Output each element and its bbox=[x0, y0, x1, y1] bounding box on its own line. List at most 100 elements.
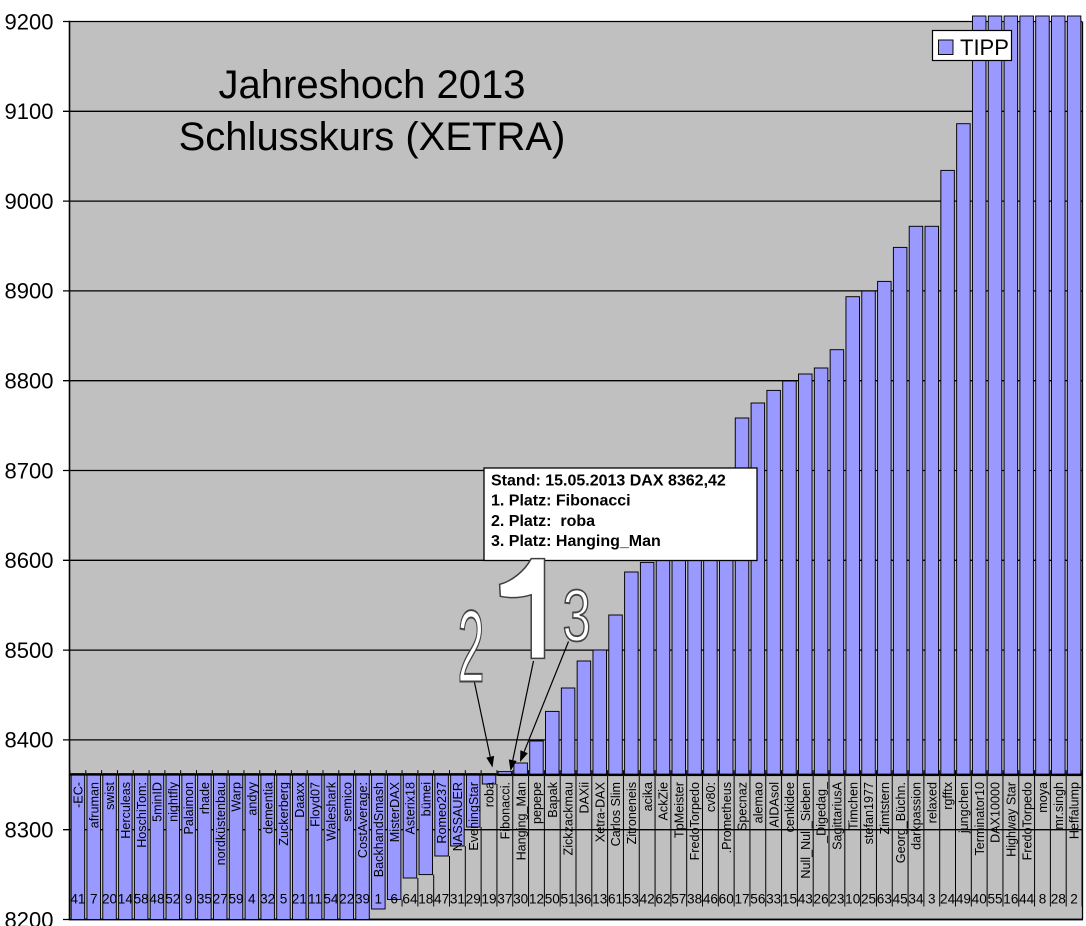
svg-text:Daaxx: Daaxx bbox=[293, 781, 307, 817]
svg-text:Specnaz: Specnaz bbox=[736, 782, 750, 831]
svg-text:Floyd07: Floyd07 bbox=[309, 782, 323, 827]
svg-text:Jahreshoch 2013: Jahreshoch 2013 bbox=[219, 63, 526, 107]
svg-text:57: 57 bbox=[671, 892, 686, 907]
svg-text:63: 63 bbox=[877, 892, 892, 907]
svg-text:54: 54 bbox=[323, 892, 339, 907]
svg-text:afruman: afruman bbox=[87, 782, 101, 828]
svg-text:.Prometheus: .Prometheus bbox=[720, 782, 734, 853]
svg-text:30: 30 bbox=[513, 892, 529, 907]
svg-text:53: 53 bbox=[624, 892, 639, 907]
svg-text:nordküstenbau: nordküstenbau bbox=[214, 782, 228, 865]
svg-text:43: 43 bbox=[798, 892, 813, 907]
svg-text:BackhandSmash: BackhandSmash bbox=[372, 782, 386, 877]
svg-text:SagittariusA: SagittariusA bbox=[831, 781, 845, 850]
svg-text:8: 8 bbox=[1039, 892, 1047, 907]
svg-text:13: 13 bbox=[592, 892, 607, 907]
svg-text:45: 45 bbox=[893, 892, 908, 907]
svg-text:32: 32 bbox=[260, 892, 275, 907]
svg-text:8500: 8500 bbox=[5, 638, 54, 663]
svg-text:Zickzackmau: Zickzackmau bbox=[562, 782, 576, 855]
svg-text:MisterDAX: MisterDAX bbox=[388, 781, 402, 842]
svg-text:8400: 8400 bbox=[5, 728, 54, 753]
svg-text:Xetra-DAX: Xetra-DAX bbox=[593, 781, 607, 842]
svg-text:8600: 8600 bbox=[5, 548, 54, 573]
svg-text:jungchen: jungchen bbox=[957, 782, 971, 834]
svg-text:acika: acika bbox=[641, 782, 655, 811]
svg-text:42: 42 bbox=[640, 892, 655, 907]
svg-text:Zuckerberg: Zuckerberg bbox=[277, 782, 291, 846]
svg-text:50: 50 bbox=[545, 892, 561, 907]
svg-text:3. Platz: Hanging_Man: 3. Platz: Hanging_Man bbox=[491, 533, 661, 550]
svg-text:21: 21 bbox=[292, 892, 307, 907]
svg-text:nightfly: nightfly bbox=[166, 781, 180, 822]
svg-text:23: 23 bbox=[829, 892, 844, 907]
svg-text:60: 60 bbox=[719, 892, 735, 907]
svg-text:47: 47 bbox=[434, 892, 449, 907]
svg-text:relaxed: relaxed bbox=[925, 782, 939, 823]
svg-text:61: 61 bbox=[608, 892, 623, 907]
svg-text:9100: 9100 bbox=[5, 99, 54, 124]
svg-text:51: 51 bbox=[561, 892, 576, 907]
svg-text:Null_Null_Sieben: Null_Null_Sieben bbox=[799, 782, 813, 879]
svg-text:41: 41 bbox=[70, 892, 85, 907]
svg-text:10: 10 bbox=[845, 892, 861, 907]
svg-text:Hanging_Man: Hanging_Man bbox=[514, 782, 528, 860]
svg-text:mr.singh: mr.singh bbox=[1052, 782, 1066, 830]
svg-text:Schlusskurs (XETRA): Schlusskurs (XETRA) bbox=[179, 115, 566, 159]
svg-text:35: 35 bbox=[197, 892, 212, 907]
svg-text:33: 33 bbox=[766, 892, 781, 907]
svg-text:Carlos Slim: Carlos Slim bbox=[609, 782, 623, 846]
svg-text:Heffalump: Heffalump bbox=[1068, 782, 1082, 839]
svg-text:FredoTorpedo: FredoTorpedo bbox=[688, 782, 702, 860]
svg-text:2. Platz: roba: 2. Platz: roba bbox=[491, 513, 595, 530]
svg-text:40: 40 bbox=[972, 892, 988, 907]
svg-text:34: 34 bbox=[908, 892, 924, 907]
svg-text:56: 56 bbox=[750, 892, 765, 907]
svg-text:AIDAsol: AIDAsol bbox=[767, 782, 781, 828]
svg-text:24: 24 bbox=[940, 892, 956, 907]
svg-text:37: 37 bbox=[497, 892, 512, 907]
svg-text:20: 20 bbox=[102, 892, 118, 907]
svg-text:5minID: 5minID bbox=[151, 782, 165, 822]
svg-text:-EC-: -EC- bbox=[72, 782, 86, 808]
svg-text:15: 15 bbox=[782, 892, 797, 907]
svg-text:semico: semico bbox=[340, 782, 354, 822]
svg-text:stefan1977: stefan1977 bbox=[862, 782, 876, 844]
svg-text:cenkidee: cenkidee bbox=[783, 782, 797, 832]
svg-text:22: 22 bbox=[339, 892, 354, 907]
svg-text:Bapak: Bapak bbox=[546, 781, 560, 817]
svg-text:46: 46 bbox=[703, 892, 718, 907]
svg-text:Palaimon: Palaimon bbox=[182, 782, 196, 835]
svg-text:49: 49 bbox=[956, 892, 971, 907]
svg-text:AckZie: AckZie bbox=[657, 782, 671, 821]
svg-text:6: 6 bbox=[390, 892, 398, 907]
svg-text:Waleshark: Waleshark bbox=[325, 781, 339, 841]
svg-text:Zitroneneis: Zitroneneis bbox=[625, 782, 639, 844]
svg-text:38: 38 bbox=[687, 892, 702, 907]
svg-text:dementia: dementia bbox=[261, 782, 275, 834]
svg-text:5: 5 bbox=[280, 892, 288, 907]
svg-text:Terminator10: Terminator10 bbox=[973, 782, 987, 856]
svg-text:3: 3 bbox=[928, 892, 936, 907]
svg-text:Warp: Warp bbox=[230, 782, 244, 812]
svg-text:roba: roba bbox=[483, 782, 497, 807]
svg-text:36: 36 bbox=[576, 892, 591, 907]
svg-text:TIPP: TIPP bbox=[960, 35, 1009, 60]
svg-text:rhade: rhade bbox=[198, 782, 212, 814]
svg-text:DAXii: DAXii bbox=[578, 782, 592, 814]
svg-text:bümei: bümei bbox=[419, 782, 433, 816]
svg-text:58: 58 bbox=[134, 892, 149, 907]
svg-text:9: 9 bbox=[185, 892, 193, 907]
svg-text:swist: swist bbox=[103, 782, 117, 810]
svg-text:8700: 8700 bbox=[5, 458, 54, 483]
svg-text:Fibonacci.: Fibonacci. bbox=[498, 782, 512, 839]
svg-text:2: 2 bbox=[458, 589, 485, 703]
svg-text:28: 28 bbox=[1051, 892, 1066, 907]
svg-text:1. Platz: Fibonacci: 1. Platz: Fibonacci bbox=[491, 493, 631, 510]
svg-text:18: 18 bbox=[418, 892, 433, 907]
svg-text:12: 12 bbox=[529, 892, 544, 907]
svg-text:26: 26 bbox=[814, 892, 829, 907]
svg-text:cv80:: cv80: bbox=[704, 782, 718, 812]
svg-text:16: 16 bbox=[1003, 892, 1018, 907]
svg-text:9200: 9200 bbox=[5, 9, 54, 34]
